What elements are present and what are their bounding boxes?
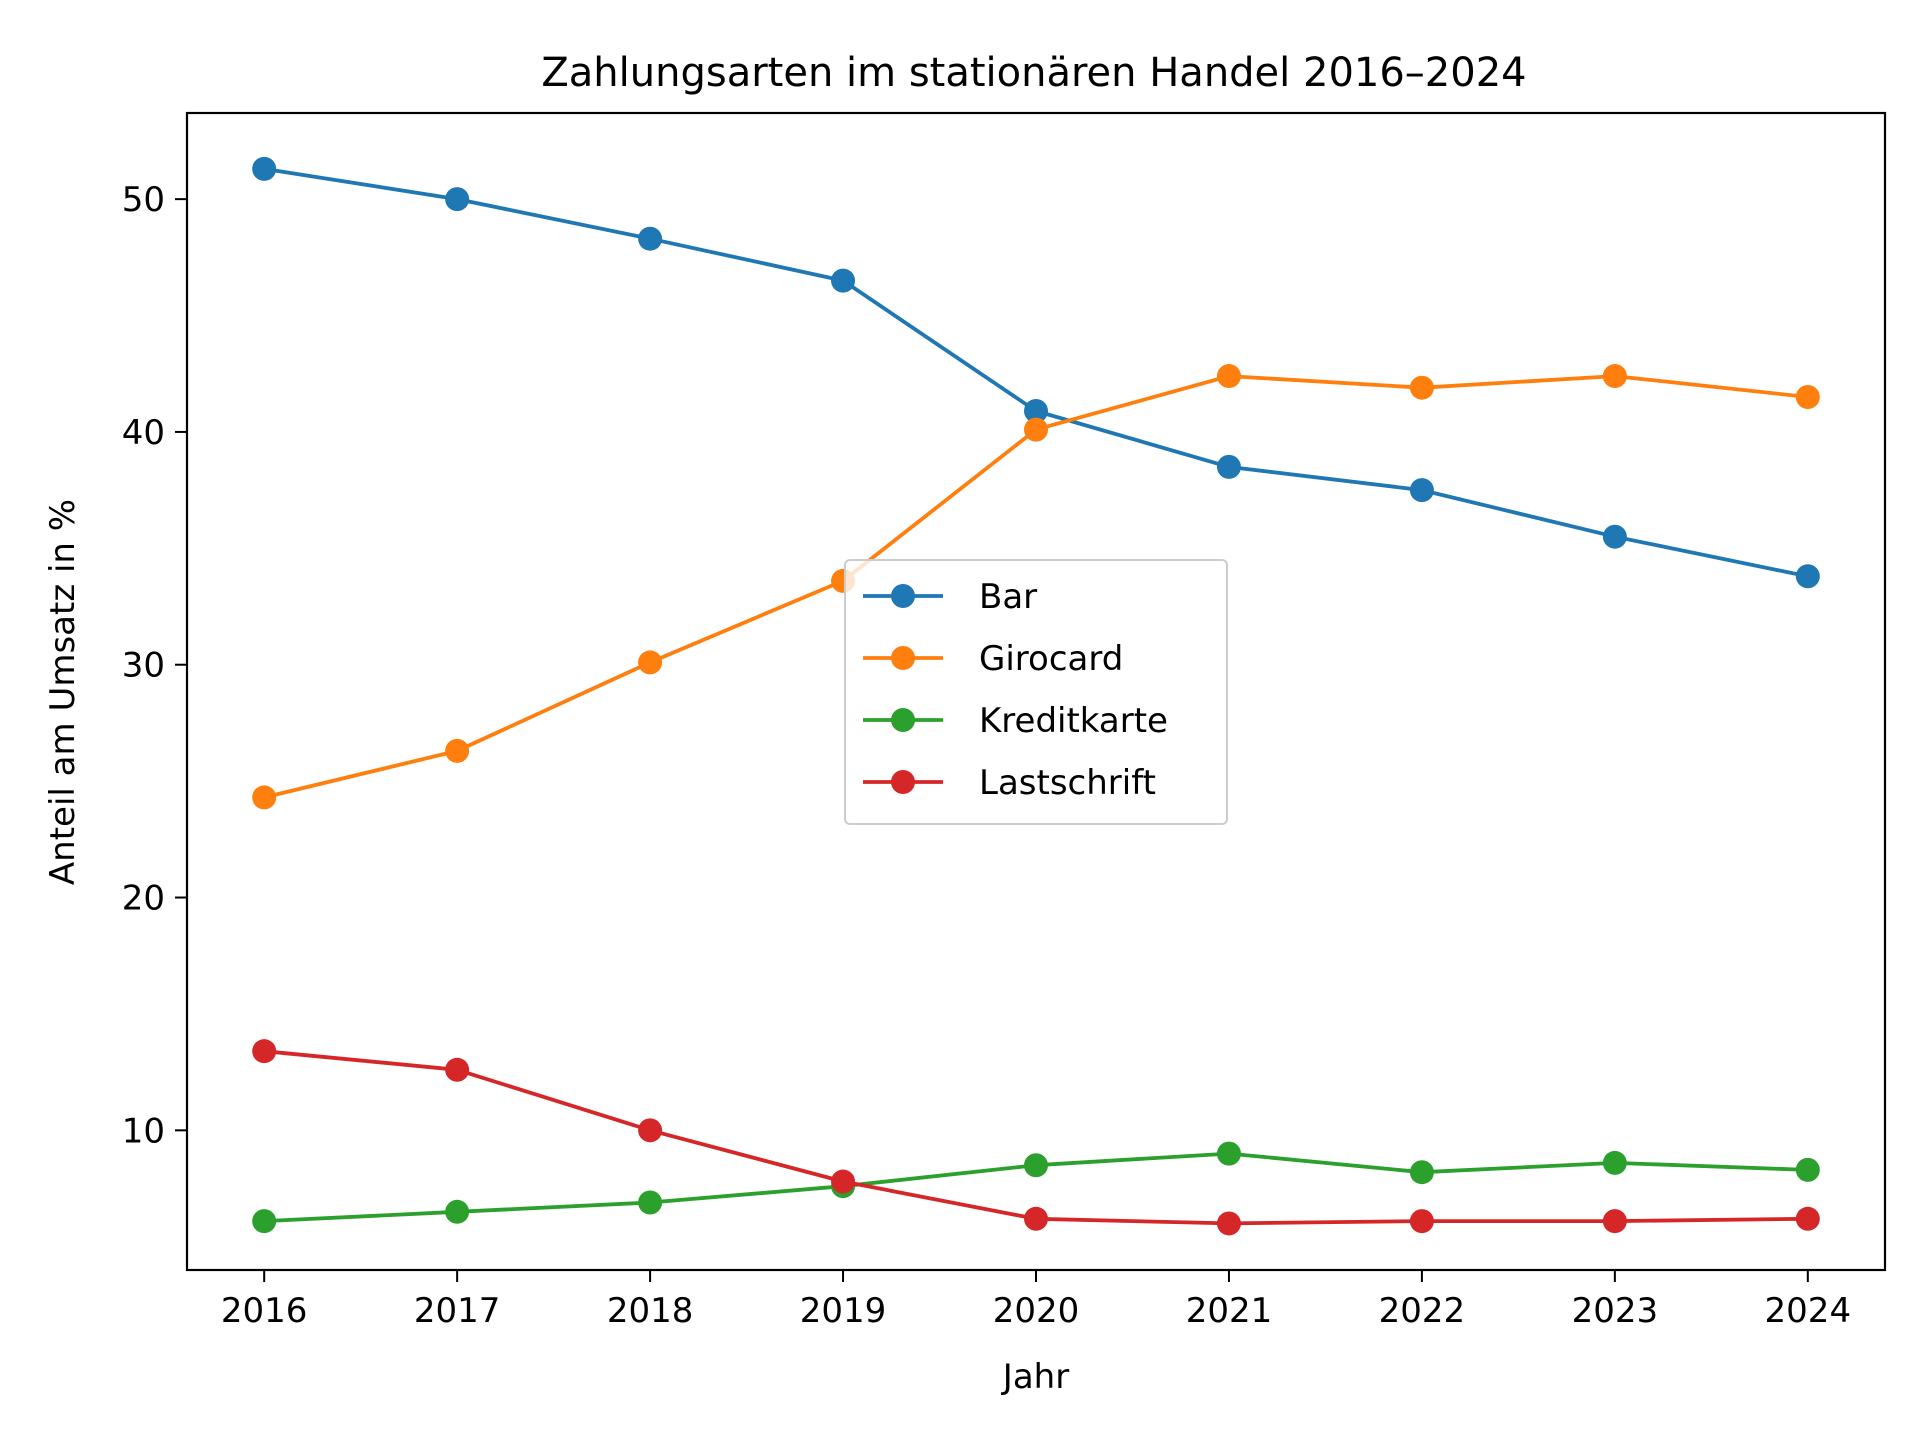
legend-item-bar: Bar	[863, 577, 1037, 617]
legend-marker	[891, 770, 915, 794]
data-point-bar	[445, 187, 470, 212]
legend-marker	[891, 708, 915, 732]
data-point-girocard	[1602, 364, 1627, 389]
x-tick-label: 2024	[1765, 1291, 1852, 1331]
x-tick-label: 2019	[800, 1291, 887, 1331]
data-point-bar	[1216, 454, 1241, 479]
data-point-bar	[831, 268, 856, 293]
legend: Bar Girocard Kreditkarte Lastschrift	[844, 559, 1228, 825]
y-tick-label: 10	[122, 1111, 165, 1151]
data-point-kreditkarte	[1795, 1157, 1820, 1182]
data-point-girocard	[1409, 375, 1434, 400]
data-point-kreditkarte	[445, 1199, 470, 1224]
legend-label: Lastschrift	[979, 763, 1156, 803]
y-tick-label: 40	[122, 413, 165, 453]
y-tick-label: 50	[122, 180, 165, 220]
series-line-bar	[263, 167, 1809, 579]
data-point-bar	[1795, 564, 1820, 589]
series-bar	[252, 156, 1820, 589]
data-point-bar	[1024, 398, 1048, 423]
data-point-lastschrift	[445, 1057, 470, 1082]
data-point-lastschrift	[638, 1118, 663, 1143]
data-point-girocard	[445, 738, 470, 763]
y-tick-label: 20	[122, 879, 165, 919]
legend-item-kreditkarte: Kreditkarte	[863, 701, 1168, 741]
data-point-lastschrift	[1795, 1206, 1820, 1231]
data-point-bar	[1409, 478, 1434, 503]
data-point-lastschrift	[252, 1039, 277, 1064]
data-point-girocard	[1795, 385, 1820, 410]
data-point-girocard	[252, 785, 277, 810]
legend-marker	[891, 646, 915, 670]
data-point-lastschrift	[1024, 1206, 1048, 1231]
series-girocard	[252, 364, 1820, 810]
x-tick-label: 2020	[993, 1291, 1080, 1331]
legend-item-girocard: Girocard	[863, 639, 1123, 679]
data-point-lastschrift	[1216, 1211, 1241, 1236]
chart-title: Zahlungsarten im stationären Handel 2016…	[541, 50, 1526, 96]
x-tick-label: 2023	[1572, 1291, 1659, 1331]
x-tick-label: 2017	[414, 1291, 501, 1331]
y-axis-label: Anteil am Umsatz in %	[43, 499, 83, 885]
y-tick-label: 30	[122, 646, 165, 686]
data-point-kreditkarte	[638, 1190, 663, 1215]
data-point-bar	[252, 156, 277, 181]
legend-label: Kreditkarte	[979, 701, 1168, 741]
data-point-lastschrift	[1409, 1209, 1434, 1234]
data-point-lastschrift	[831, 1169, 856, 1194]
data-point-bar	[1602, 524, 1627, 549]
data-point-kreditkarte	[1024, 1153, 1048, 1178]
x-tick-label: 2016	[221, 1291, 308, 1331]
data-point-kreditkarte	[252, 1209, 277, 1234]
series-line-lastschrift	[264, 1049, 1808, 1226]
data-point-kreditkarte	[1602, 1150, 1627, 1175]
x-axis-label: Jahr	[1001, 1357, 1069, 1397]
legend-item-lastschrift: Lastschrift	[863, 763, 1156, 803]
data-point-girocard	[638, 650, 663, 675]
data-point-kreditkarte	[1216, 1141, 1241, 1166]
legend-box	[844, 559, 1228, 825]
x-tick-label: 2022	[1379, 1291, 1466, 1331]
x-tick-label: 2021	[1186, 1291, 1273, 1331]
data-point-girocard	[1024, 417, 1048, 442]
legend-label: Bar	[979, 577, 1037, 617]
data-point-girocard	[1216, 364, 1241, 389]
series-lastschrift	[252, 1039, 1820, 1236]
data-point-bar	[638, 226, 663, 251]
x-tick-label: 2018	[607, 1291, 694, 1331]
legend-marker	[891, 584, 915, 608]
legend-label: Girocard	[979, 639, 1123, 679]
data-point-lastschrift	[1602, 1209, 1627, 1234]
data-point-kreditkarte	[1409, 1160, 1434, 1185]
